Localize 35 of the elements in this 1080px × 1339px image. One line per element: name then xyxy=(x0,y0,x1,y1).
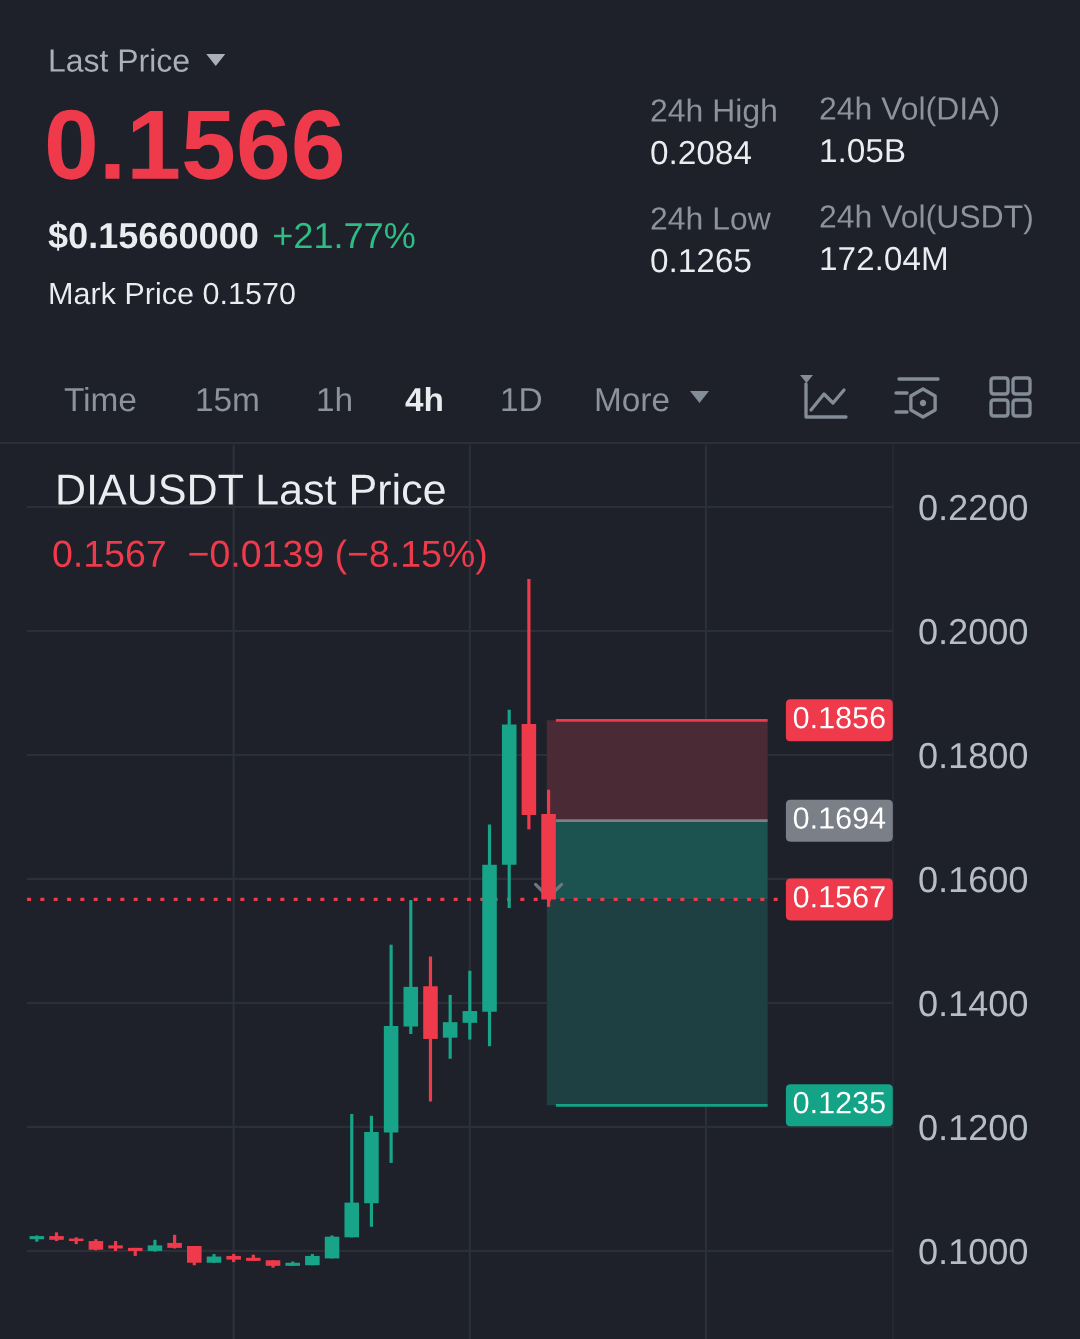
text: 15m xyxy=(197,388,258,412)
text: More xyxy=(596,388,669,412)
text: Time xyxy=(64,386,136,412)
text: 0.1265 xyxy=(651,248,751,273)
text: 1D xyxy=(502,388,542,412)
y-tick-label: 0.1800 xyxy=(919,742,1028,769)
y-tick-label: 0.2000 xyxy=(919,618,1028,645)
text: 24h Low xyxy=(651,206,771,230)
text: 0.2084 xyxy=(651,140,751,165)
text: DIAUSDT Last Price xyxy=(58,473,445,505)
ref-line-label: 0.1856 xyxy=(793,706,885,729)
text: 1h xyxy=(318,386,351,412)
text: 24h Vol(DIA) xyxy=(820,96,999,127)
y-tick-label: 0.1400 xyxy=(919,990,1028,1017)
text: 172.04M xyxy=(821,246,946,271)
text: 0.1566 xyxy=(47,109,343,180)
text: +21.77% xyxy=(274,222,415,249)
text: $0.15660000 xyxy=(48,221,258,251)
ref-line-label: 0.1235 xyxy=(793,1091,885,1114)
text: 24h High xyxy=(651,98,776,129)
text: 0.1567 −0.0139 (−8.15%) xyxy=(53,539,486,575)
text: 4h xyxy=(405,386,442,412)
y-tick-label: 0.1200 xyxy=(919,1114,1028,1141)
y-tick-label: 0.1000 xyxy=(919,1238,1028,1265)
ref-line-label: 0.1567 xyxy=(793,886,885,908)
text: 24h Vol(USDT) xyxy=(820,204,1032,235)
ref-line-label: 0.1694 xyxy=(793,807,886,829)
candlestick xyxy=(187,1246,202,1266)
y-tick-label: 0.2200 xyxy=(919,494,1028,521)
candlestick xyxy=(442,993,458,1059)
text: 1.05B xyxy=(821,138,905,163)
candlestick xyxy=(462,970,478,1040)
text: Last Price xyxy=(50,48,189,72)
y-tick-label: 0.1600 xyxy=(919,866,1028,893)
text: Mark Price 0.1570 xyxy=(50,281,295,305)
